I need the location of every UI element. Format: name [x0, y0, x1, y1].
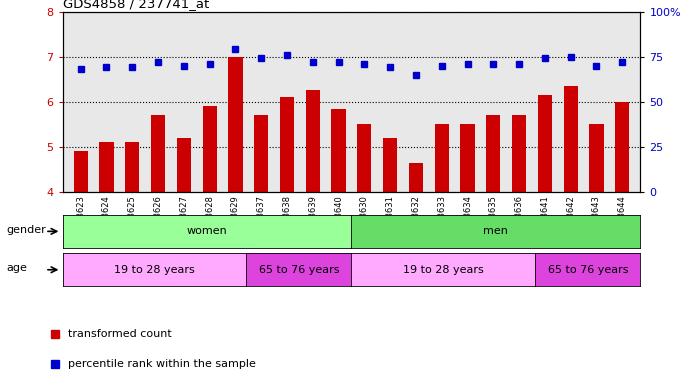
- Text: 19 to 28 years: 19 to 28 years: [114, 265, 195, 275]
- Bar: [615, 102, 629, 192]
- Bar: [564, 86, 578, 192]
- Bar: [125, 142, 139, 192]
- Bar: [100, 142, 113, 192]
- Bar: [306, 91, 320, 192]
- Bar: [409, 163, 423, 192]
- Bar: [512, 115, 526, 192]
- Bar: [538, 95, 552, 192]
- Text: women: women: [187, 226, 228, 237]
- Text: 65 to 76 years: 65 to 76 years: [548, 265, 628, 275]
- Text: GDS4858 / 237741_at: GDS4858 / 237741_at: [63, 0, 209, 10]
- Bar: [357, 124, 372, 192]
- Bar: [280, 97, 294, 192]
- Bar: [383, 138, 397, 192]
- Bar: [203, 106, 216, 192]
- Text: age: age: [6, 263, 27, 273]
- Bar: [461, 124, 475, 192]
- Bar: [434, 124, 449, 192]
- Bar: [254, 115, 269, 192]
- Bar: [487, 115, 500, 192]
- Bar: [331, 109, 346, 192]
- Bar: [228, 56, 242, 192]
- Text: percentile rank within the sample: percentile rank within the sample: [68, 359, 255, 369]
- Bar: [590, 124, 603, 192]
- Text: 65 to 76 years: 65 to 76 years: [259, 265, 339, 275]
- Bar: [74, 151, 88, 192]
- Text: transformed count: transformed count: [68, 329, 171, 339]
- Text: men: men: [484, 226, 508, 237]
- Text: gender: gender: [6, 225, 46, 235]
- Bar: [151, 115, 165, 192]
- Text: 19 to 28 years: 19 to 28 years: [403, 265, 484, 275]
- Bar: [177, 138, 191, 192]
